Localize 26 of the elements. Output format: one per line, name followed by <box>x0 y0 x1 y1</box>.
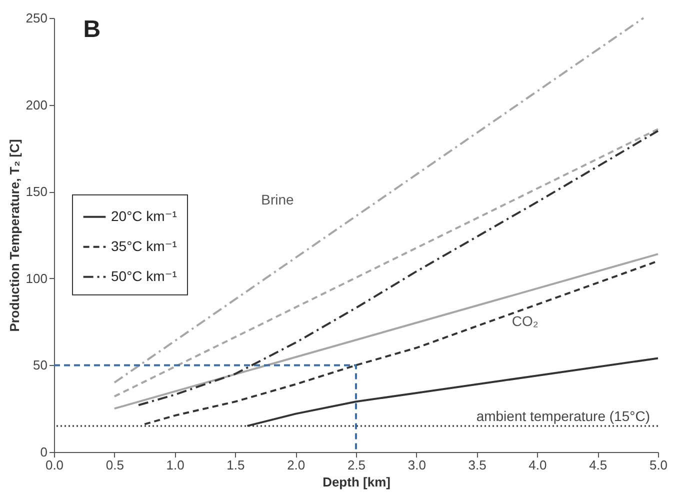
y-axis-title: Production Temperature, T₂ [C] <box>6 139 22 332</box>
x-tick-label: 4.0 <box>528 458 547 472</box>
x-tick-label: 1.0 <box>166 458 184 472</box>
legend-label: 35°C km⁻¹ <box>111 238 178 254</box>
x-tick-label: 3.0 <box>408 458 426 472</box>
annotation: Brine <box>261 191 294 208</box>
x-tick-label: 0.0 <box>45 458 64 472</box>
y-tick-label: 0 <box>40 444 48 460</box>
x-axis-title: Depth [km] <box>322 474 390 490</box>
x-tick-label: 5.0 <box>649 458 668 472</box>
y-tick-label: 50 <box>33 358 48 373</box>
x-tick-label: 4.5 <box>589 458 608 472</box>
legend-label: 50°C km⁻¹ <box>111 268 178 284</box>
annotation: CO₂ <box>512 312 538 329</box>
y-tick-label: 100 <box>26 270 48 286</box>
y-tick-label: 250 <box>26 10 48 26</box>
y-tick-label: 200 <box>26 97 48 112</box>
y-tick-label: 150 <box>26 184 48 200</box>
chart-title: B <box>83 16 101 43</box>
x-tick-label: 3.5 <box>468 458 486 472</box>
x-tick-label: 1.5 <box>226 458 245 472</box>
x-tick-label: 0.5 <box>106 458 124 472</box>
ref-line-label: ambient temperature (15°C) <box>476 408 650 424</box>
legend-label: 20°C km⁻¹ <box>111 208 178 224</box>
x-tick-label: 2.5 <box>347 458 366 472</box>
x-tick-label: 2.0 <box>287 458 306 472</box>
